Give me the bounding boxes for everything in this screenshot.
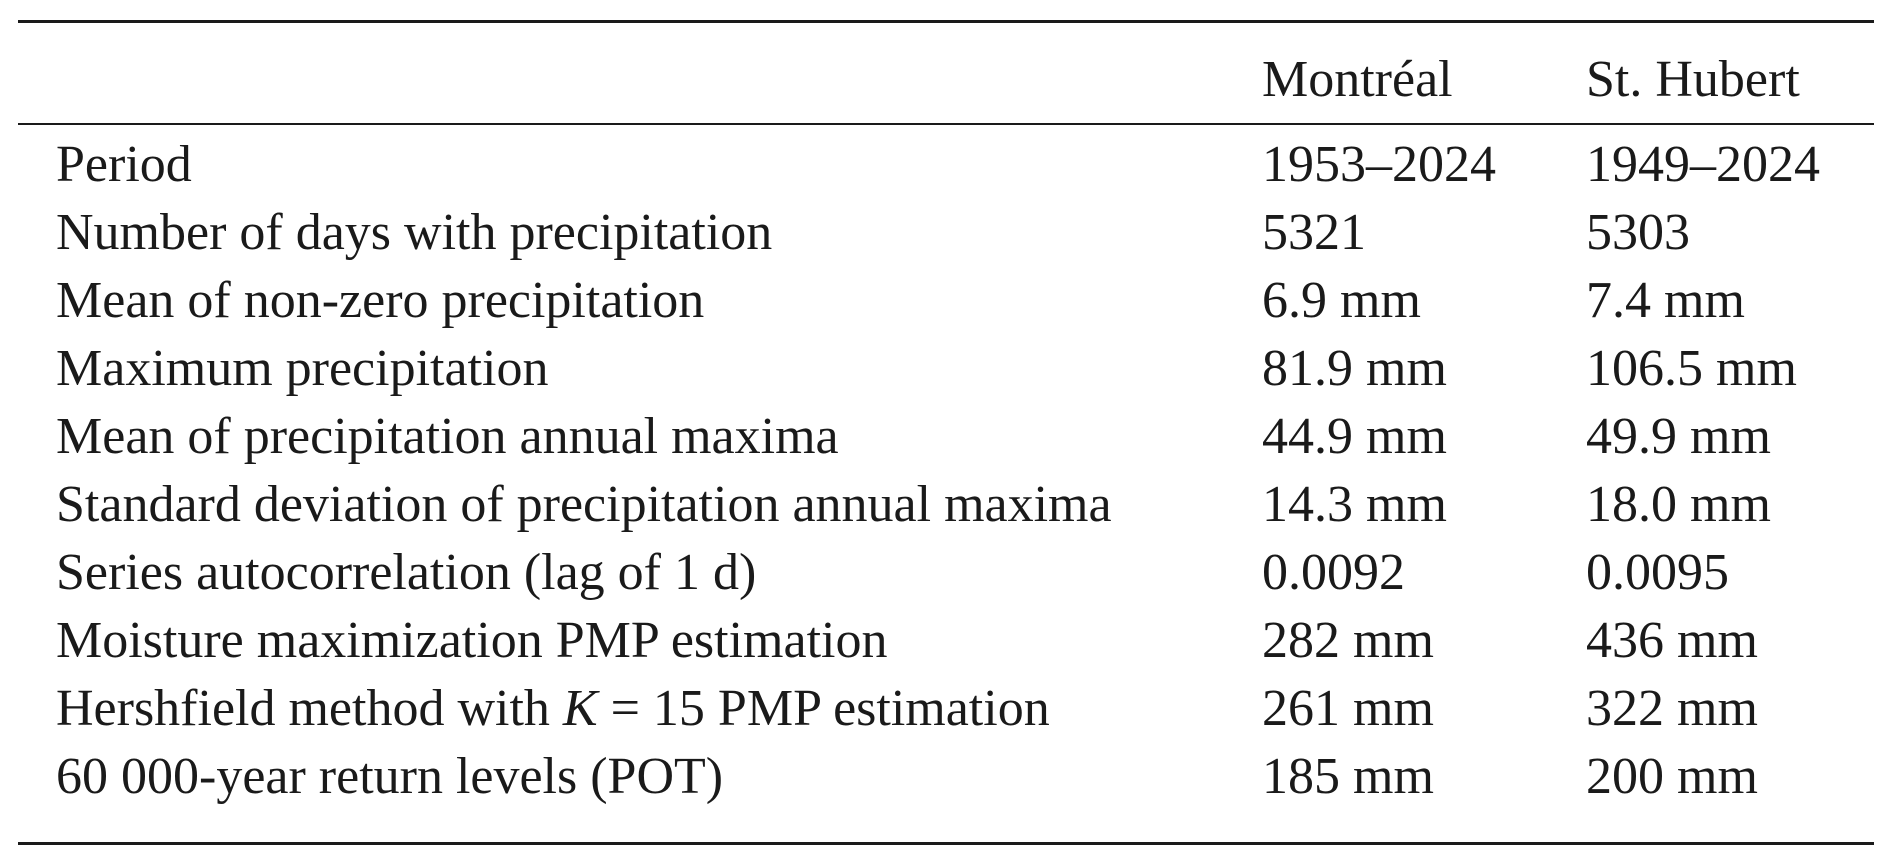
montreal-value: 185 mm	[1262, 748, 1434, 805]
st-hubert-value: 0.0095	[1586, 544, 1729, 601]
bottom-rule	[18, 842, 1874, 845]
st-hubert-value: 322 mm	[1586, 680, 1758, 737]
st-hubert-value: 5303	[1586, 204, 1690, 261]
montreal-value: 14.3 mm	[1262, 476, 1447, 533]
table-row: Series autocorrelation (lag of 1 d) 0.00…	[18, 543, 1874, 611]
row-label: Period	[56, 136, 192, 193]
st-hubert-value: 106.5 mm	[1586, 340, 1797, 397]
row-label: Series autocorrelation (lag of 1 d)	[56, 544, 757, 601]
header-st-hubert: St. Hubert	[1586, 51, 1800, 108]
table-row: Number of days with precipitation 5321 5…	[18, 203, 1874, 271]
row-label-suffix: = 15 PMP estimation	[597, 680, 1050, 737]
montreal-value: 5321	[1262, 204, 1366, 261]
st-hubert-value: 1949–2024	[1586, 136, 1820, 193]
table-row: Mean of non-zero precipitation 6.9 mm 7.…	[18, 271, 1874, 339]
montreal-value: 6.9 mm	[1262, 272, 1421, 329]
montreal-value: 44.9 mm	[1262, 408, 1447, 465]
montreal-value: 1953–2024	[1262, 136, 1496, 193]
top-rule	[18, 20, 1874, 23]
table-row: Mean of precipitation annual maxima 44.9…	[18, 407, 1874, 475]
st-hubert-value: 436 mm	[1586, 612, 1758, 669]
table-row: Standard deviation of precipitation annu…	[18, 475, 1874, 543]
montreal-value: 0.0092	[1262, 544, 1405, 601]
row-label: Hershfield method with K = 15 PMP estima…	[56, 679, 1050, 739]
montreal-value: 282 mm	[1262, 612, 1434, 669]
row-label: Standard deviation of precipitation annu…	[56, 476, 1112, 533]
row-label-prefix: Hershfield method with	[56, 680, 563, 737]
variable-k: K	[562, 680, 598, 737]
st-hubert-value: 7.4 mm	[1586, 272, 1745, 329]
header-rule	[18, 123, 1874, 125]
table-row: Moisture maximization PMP estimation 282…	[18, 611, 1874, 679]
montreal-value: 261 mm	[1262, 680, 1434, 737]
row-label: Moisture maximization PMP estimation	[56, 612, 888, 669]
header-montreal: Montréal	[1262, 51, 1453, 108]
table-row: 60 000-year return levels (POT) 185 mm 2…	[18, 747, 1874, 815]
row-label: Mean of precipitation annual maxima	[56, 408, 839, 465]
montreal-value: 81.9 mm	[1262, 340, 1447, 397]
table-row: Hershfield method with K = 15 PMP estima…	[18, 679, 1874, 747]
st-hubert-value: 18.0 mm	[1586, 476, 1771, 533]
st-hubert-value: 49.9 mm	[1586, 408, 1771, 465]
row-label: Mean of non-zero precipitation	[56, 272, 705, 329]
row-label: 60 000-year return levels (POT)	[56, 748, 724, 805]
row-label: Number of days with precipitation	[56, 204, 773, 261]
row-label: Maximum precipitation	[56, 340, 549, 397]
table-row: Period 1953–2024 1949–2024	[18, 135, 1874, 203]
table-row: Maximum precipitation 81.9 mm 106.5 mm	[18, 339, 1874, 407]
st-hubert-value: 200 mm	[1586, 748, 1758, 805]
